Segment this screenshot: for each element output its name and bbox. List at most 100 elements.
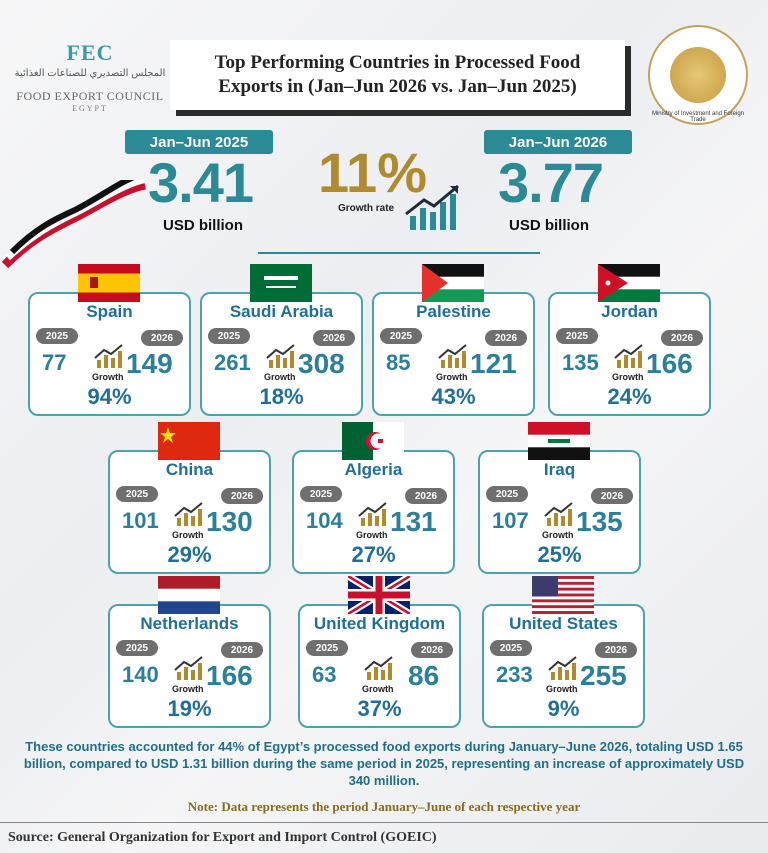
country-card-jordan: Jordan 2025 2026 135 166 Growth 24% <box>548 292 711 416</box>
summary-text: These countries accounted for 44% of Egy… <box>23 739 745 788</box>
value-2025: 104 <box>306 508 343 533</box>
source-divider <box>0 822 768 823</box>
value-2026: 166 <box>206 660 253 691</box>
growth-percent: 25% <box>537 542 582 567</box>
growth-label: Growth <box>356 530 388 540</box>
value-2026: 255 <box>580 660 627 691</box>
flag-netherlands-icon <box>158 576 220 614</box>
flag-saudi-arabia-icon <box>250 264 312 302</box>
kpi-label-2026: Jan–Jun 2026 <box>484 130 632 154</box>
growth-percent: 9% <box>547 696 580 721</box>
year-badge-2025: 2025 <box>556 328 598 344</box>
flag-iraq-icon <box>528 422 590 460</box>
year-badge-2025: 2025 <box>36 328 78 344</box>
year-badge-2026: 2026 <box>141 330 183 346</box>
year-badge-2025: 2025 <box>486 486 528 502</box>
year-badge-2026: 2026 <box>221 642 263 658</box>
flag-jordan-icon <box>598 264 660 302</box>
year-badge-2025: 2025 <box>306 640 348 656</box>
title-box: Top Performing Countries in Processed Fo… <box>170 40 625 110</box>
growth-trend-icon <box>548 656 578 680</box>
fec-logo: FEC المجلس التصديري للصناعات الغذائية FO… <box>10 18 170 118</box>
growth-rate-value: 11% <box>318 141 427 204</box>
growth-label: Growth <box>172 530 204 540</box>
year-badge-2026: 2026 <box>313 330 355 346</box>
country-name: China <box>165 460 214 479</box>
growth-rate-label: Growth rate <box>338 203 395 214</box>
growth-label: Growth <box>542 530 574 540</box>
country-name: Jordan <box>601 302 658 321</box>
flag-palestine-icon <box>422 264 484 302</box>
growth-trend-icon <box>174 656 204 680</box>
growth-percent: 24% <box>607 384 652 409</box>
year-badge-2026: 2026 <box>411 642 453 658</box>
country-card-united-states: United States 2025 2026 233 255 Growth 9% <box>482 604 645 728</box>
growth-label: Growth <box>362 684 394 694</box>
growth-trend-icon <box>174 502 204 526</box>
year-badge-2026: 2026 <box>591 488 633 504</box>
kpi-value-2026: 3.77 <box>498 151 604 214</box>
value-2025: 233 <box>496 662 533 687</box>
flag-united-kingdom-icon <box>346 573 412 617</box>
country-card-iraq: Iraq 2025 2026 107 135 Growth 25% <box>478 450 641 574</box>
eagle-icon <box>670 47 726 103</box>
country-name: Spain <box>86 302 133 321</box>
country-name: Palestine <box>416 302 491 321</box>
note-text: Note: Data represents the period January… <box>187 799 581 814</box>
year-badge-2025: 2025 <box>208 328 250 344</box>
growth-percent: 37% <box>357 696 402 721</box>
logo-mark: FEC <box>66 40 114 65</box>
growth-percent: 94% <box>87 384 132 409</box>
country-card-saudi-arabia: Saudi Arabia 2025 2026 261 308 Growth 18% <box>200 292 363 416</box>
value-2025: 135 <box>562 350 599 375</box>
country-card-algeria: Algeria 2025 2026 104 131 Growth 27% <box>292 450 455 574</box>
value-2026: 86 <box>408 660 440 691</box>
growth-percent: 43% <box>431 384 476 409</box>
value-2025: 85 <box>386 350 411 375</box>
year-badge-2026: 2026 <box>485 330 527 346</box>
growth-trend-icon <box>364 656 394 680</box>
country-name: Iraq <box>543 460 576 479</box>
country-card-palestine: Palestine 2025 2026 85 121 Growth 43% <box>372 292 535 416</box>
growth-percent: 19% <box>167 696 212 721</box>
country-name: Algeria <box>344 460 403 479</box>
country-card-china: China 2025 2026 101 130 Growth 29% <box>108 450 271 574</box>
logo-country: EGYPT <box>72 104 108 113</box>
country-card-united-kingdom: United Kingdom 2025 2026 63 86 Growth 37% <box>298 604 461 728</box>
flag-china-icon <box>158 422 220 460</box>
growth-label: Growth <box>92 372 124 382</box>
flag-algeria-icon <box>342 422 404 460</box>
flag-united-states-icon <box>532 576 594 614</box>
kpi-value-2025: 3.41 <box>148 151 254 214</box>
page-title: Top Performing Countries in Processed Fo… <box>214 52 581 97</box>
growth-label: Growth <box>546 684 578 694</box>
value-2025: 140 <box>122 662 159 687</box>
source-text: Source: General Organization for Export … <box>8 830 437 845</box>
kpi-unit-2026: USD billion <box>509 217 589 234</box>
country-name: United Kingdom <box>313 614 446 633</box>
kpi-label-2025: Jan–Jun 2025 <box>125 130 273 154</box>
value-2026: 130 <box>206 506 253 537</box>
seal-text: Ministry of Investment and Foreign Trade <box>651 111 745 123</box>
value-2026: 308 <box>298 348 345 379</box>
country-name: Netherlands <box>140 614 239 633</box>
year-badge-2025: 2025 <box>490 640 532 656</box>
growth-trend-icon <box>614 344 644 368</box>
value-2025: 63 <box>312 662 337 687</box>
value-2025: 77 <box>42 350 67 375</box>
country-name: United States <box>509 614 618 633</box>
growth-label: Growth <box>264 372 296 382</box>
divider <box>258 252 540 254</box>
logo-name: FOOD EXPORT COUNCIL <box>16 89 164 103</box>
growth-trend-icon <box>358 502 388 526</box>
growth-label: Growth <box>436 372 468 382</box>
year-badge-2026: 2026 <box>405 488 447 504</box>
growth-trend-icon <box>94 344 124 368</box>
country-card-netherlands: Netherlands 2025 2026 140 166 Growth 19% <box>108 604 271 728</box>
growth-trend-icon <box>266 344 296 368</box>
growth-percent: 27% <box>351 542 396 567</box>
value-2026: 149 <box>126 348 173 379</box>
value-2025: 261 <box>214 350 251 375</box>
year-badge-2025: 2025 <box>380 328 422 344</box>
value-2026: 131 <box>390 506 437 537</box>
